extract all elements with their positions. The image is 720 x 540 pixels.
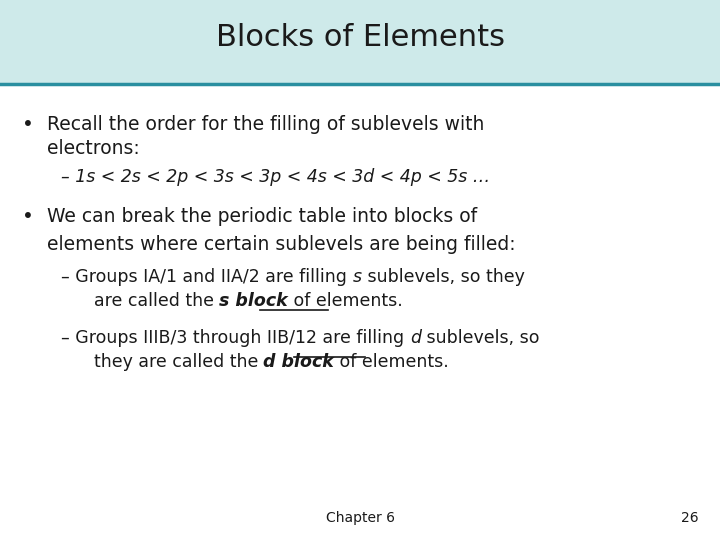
Text: s: s [353,268,361,286]
Text: – 1s < 2s < 2p < 3s < 3p < 4s < 3d < 4p < 5s …: – 1s < 2s < 2p < 3s < 3p < 4s < 3d < 4p … [61,167,490,186]
Text: Blocks of Elements: Blocks of Elements [215,23,505,52]
Text: d block: d block [264,353,334,371]
Text: sublevels, so they: sublevels, so they [361,268,524,286]
Text: – Groups IIIB/3 through IIB/12 are filling: – Groups IIIB/3 through IIB/12 are filli… [61,329,410,347]
Text: d: d [410,329,420,347]
Bar [0,0,720,84]
Text: Recall the order for the filling of sublevels with: Recall the order for the filling of subl… [47,114,484,134]
Text: are called the: are called the [94,292,219,310]
Text: •: • [22,206,33,226]
Text: of elements.: of elements. [334,353,449,371]
Text: s block: s block [219,292,288,310]
Text: of elements.: of elements. [288,292,402,310]
Text: they are called the: they are called the [94,353,264,371]
Text: We can break the periodic table into blocks of: We can break the periodic table into blo… [47,206,477,226]
Text: Chapter 6: Chapter 6 [325,511,395,525]
Text: elements where certain sublevels are being filled:: elements where certain sublevels are bei… [47,234,516,254]
Text: sublevels, so: sublevels, so [420,329,539,347]
Text: •: • [22,114,33,134]
Text: electrons:: electrons: [47,139,140,158]
Text: – Groups IA/1 and IIA/2 are filling: – Groups IA/1 and IIA/2 are filling [61,268,353,286]
Text: 26: 26 [681,511,698,525]
